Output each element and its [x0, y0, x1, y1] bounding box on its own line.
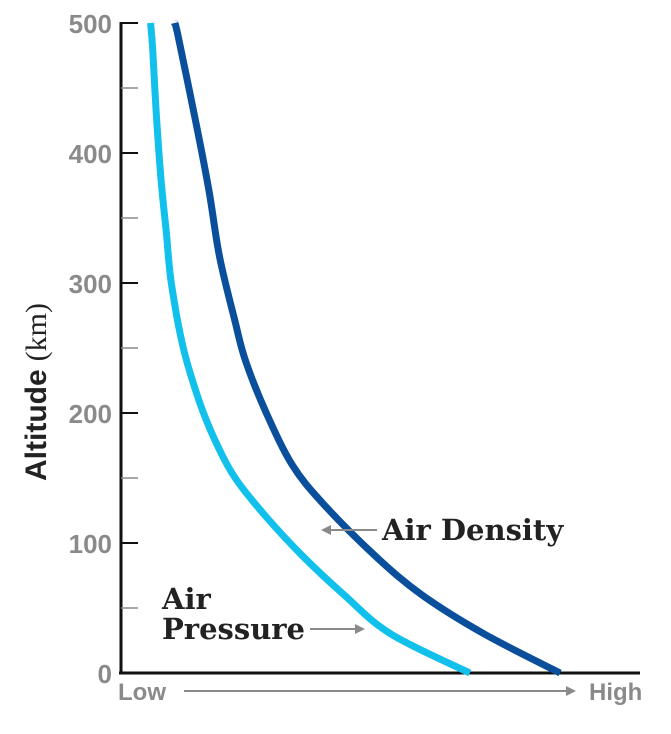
y-tick-label: 300: [69, 269, 112, 299]
y-axis-title-bold: Altitude: [20, 369, 53, 481]
air-density-annotation: Air Density: [321, 513, 564, 547]
y-axis: 0 100 200 300 400 500: [69, 9, 138, 689]
y-tick-label: 0: [98, 659, 112, 689]
series-layer: [147, 19, 562, 677]
air-density-arrowhead: [321, 525, 331, 535]
annotations: Air Density Air Pressure: [161, 513, 564, 646]
air-pressure-arrowhead: [355, 624, 365, 634]
air-pressure-label-line2: Pressure: [162, 612, 305, 646]
x-axis-high-label: High: [589, 679, 642, 706]
air-pressure-annotation: Air Pressure: [161, 582, 365, 646]
y-tick-label: 100: [69, 529, 112, 559]
y-tick-label: 400: [69, 139, 112, 169]
air-pressure-label-line1: Air: [161, 582, 212, 616]
y-tick-label: 200: [69, 399, 112, 429]
y-axis-title-unit: (km): [20, 303, 53, 361]
y-ticks: 0 100 200 300 400 500: [69, 9, 138, 689]
y-axis-title: Altitude (km): [20, 303, 53, 481]
x-axis-low-label: Low: [118, 679, 166, 706]
y-tick-label: 500: [69, 9, 112, 39]
air-density-curve: [171, 19, 562, 677]
x-axis-direction-arrowhead: [566, 686, 576, 696]
air-pressure-curve: [147, 22, 472, 677]
air-density-label: Air Density: [381, 513, 564, 547]
x-axis: Low High: [118, 671, 642, 706]
